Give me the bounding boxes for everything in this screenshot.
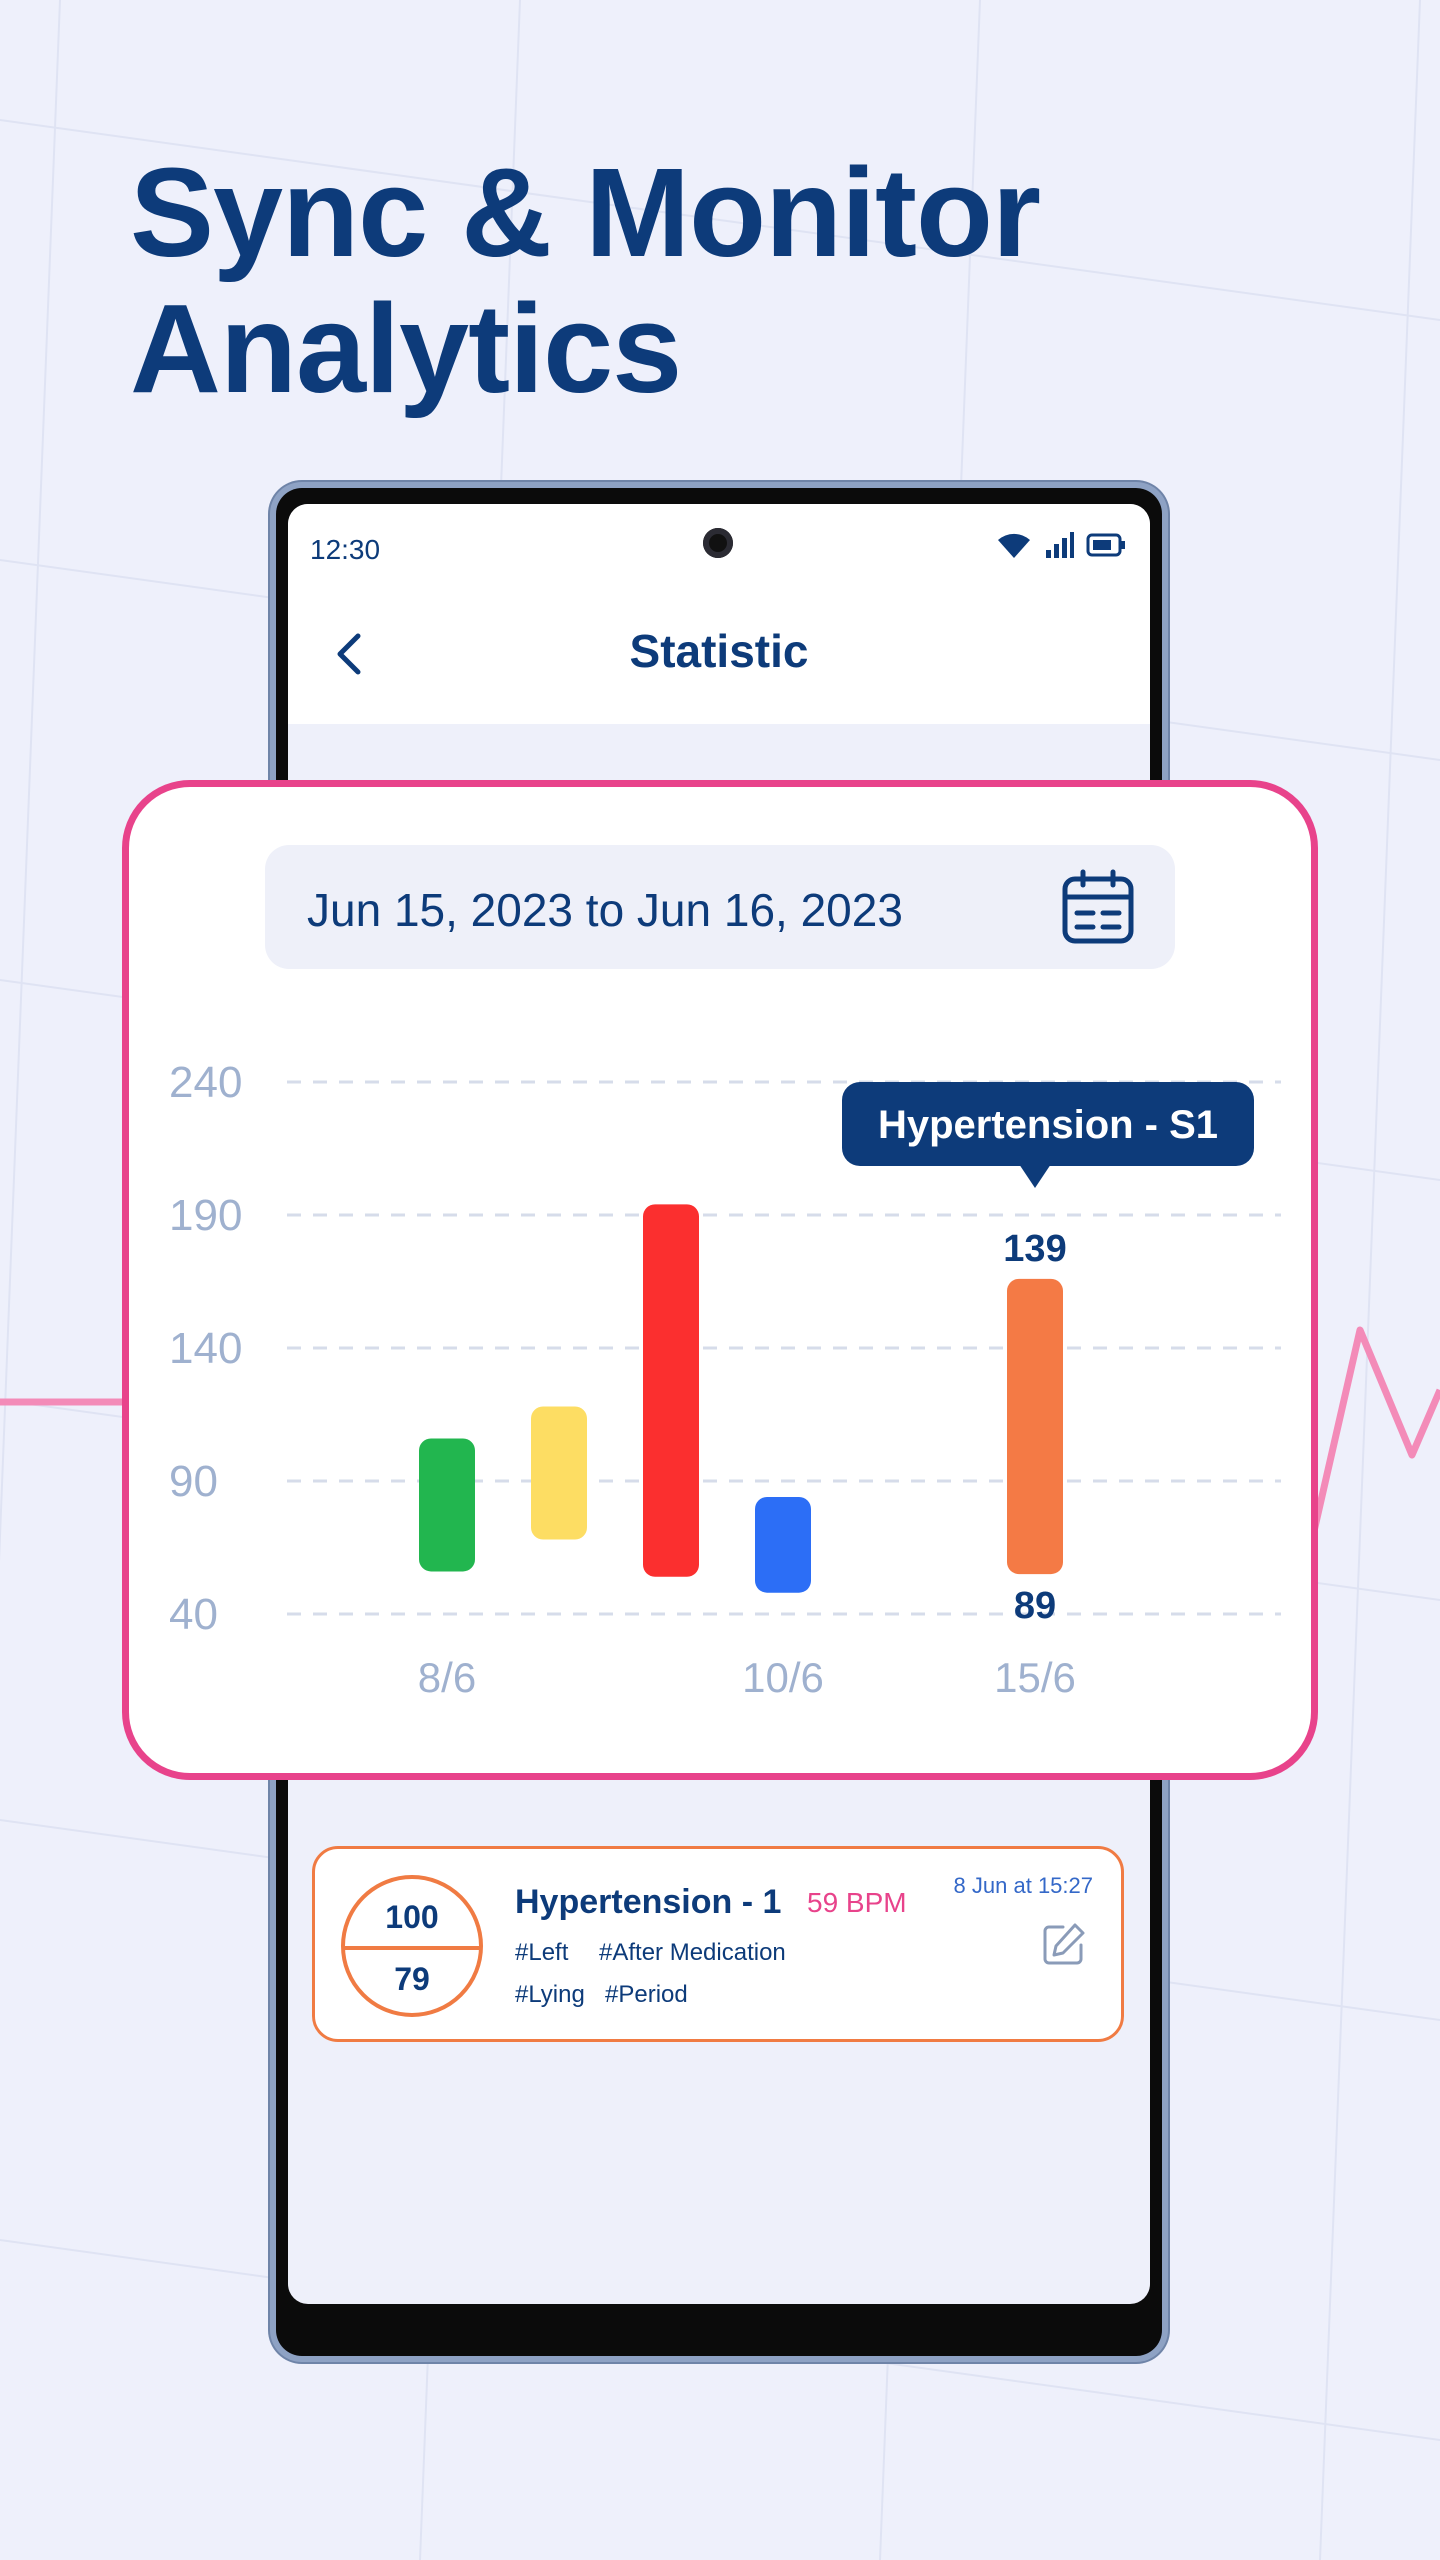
x-tick-label: 10/6 [742, 1654, 824, 1701]
statistics-chart-card: Jun 15, 2023 to Jun 16, 2023 240 190 140 90… [122, 780, 1318, 1780]
status-bar: 12:30 [288, 504, 1150, 584]
x-tick-labels: 8/6 10/6 15/6 [418, 1654, 1076, 1701]
edit-icon[interactable] [1041, 1921, 1087, 1967]
bar [1007, 1278, 1063, 1575]
record-card[interactable]: 100 79 Hypertension - 1 59 BPM 8 Jun at … [312, 1846, 1124, 2042]
y-tick-label: 190 [169, 1191, 242, 1240]
x-tick-label: 8/6 [418, 1654, 476, 1701]
tooltip-box [842, 1082, 1254, 1166]
diastolic-value: 79 [394, 1961, 430, 1997]
low-value-label: 89 [1014, 1585, 1056, 1627]
page-title: Statistic [629, 625, 809, 677]
camera-icon [703, 528, 733, 558]
wifi-icon [998, 533, 1030, 558]
bar [419, 1438, 475, 1572]
back-arrow-icon[interactable] [328, 628, 372, 680]
systolic-value: 100 [385, 1899, 439, 1935]
y-tick-label: 140 [169, 1324, 242, 1373]
tag: #Lying [515, 1981, 585, 2008]
headline: Sync & Monitor Analytics [130, 142, 1041, 419]
status-icons [996, 530, 1126, 560]
bp-divider [345, 1946, 479, 1950]
record-bpm: 59 BPM [807, 1887, 907, 1918]
y-tick-labels: 240 190 140 90 40 [169, 1058, 242, 1639]
date-range-label: Jun 15, 2023 to Jun 16, 2023 [307, 884, 903, 936]
value-labels: 139 89 [1003, 1228, 1066, 1627]
bar [643, 1204, 699, 1577]
date-range-picker[interactable]: Jun 15, 2023 to Jun 16, 2023 [265, 845, 1175, 969]
signal-icon [1046, 532, 1074, 558]
headline-line-2: Analytics [130, 278, 682, 419]
y-tick-label: 90 [169, 1457, 218, 1506]
tag: #Period [605, 1981, 688, 2008]
bar [531, 1406, 587, 1540]
record-title: Hypertension - 1 [515, 1883, 782, 1921]
tooltip-label: Hypertension - S1 [878, 1103, 1218, 1147]
tag: #After Medication [599, 1939, 786, 1966]
status-time: 12:30 [310, 534, 381, 565]
app-bar: Statistic [288, 584, 1150, 724]
bars [419, 1204, 1063, 1593]
tooltip-tail [1019, 1164, 1051, 1188]
x-tick-label: 15/6 [994, 1654, 1076, 1701]
high-value-label: 139 [1003, 1228, 1066, 1270]
bar [755, 1496, 811, 1593]
record-date: 8 Jun at 15:27 [953, 1873, 1093, 1898]
headline-line-1: Sync & Monitor [130, 142, 1041, 283]
tooltip: Hypertension - S1 [842, 1082, 1254, 1188]
y-tick-label: 240 [169, 1058, 242, 1107]
calendar-icon[interactable] [1061, 869, 1135, 945]
y-tick-label: 40 [169, 1590, 218, 1639]
battery-icon [1086, 533, 1125, 557]
bp-bar-chart: 240 190 140 90 40 8/6 10/6 15/6 Hypertension -… [169, 1058, 1281, 1701]
bp-reading-circle: 100 79 [341, 1875, 483, 2017]
tag: #Left [515, 1939, 569, 1966]
